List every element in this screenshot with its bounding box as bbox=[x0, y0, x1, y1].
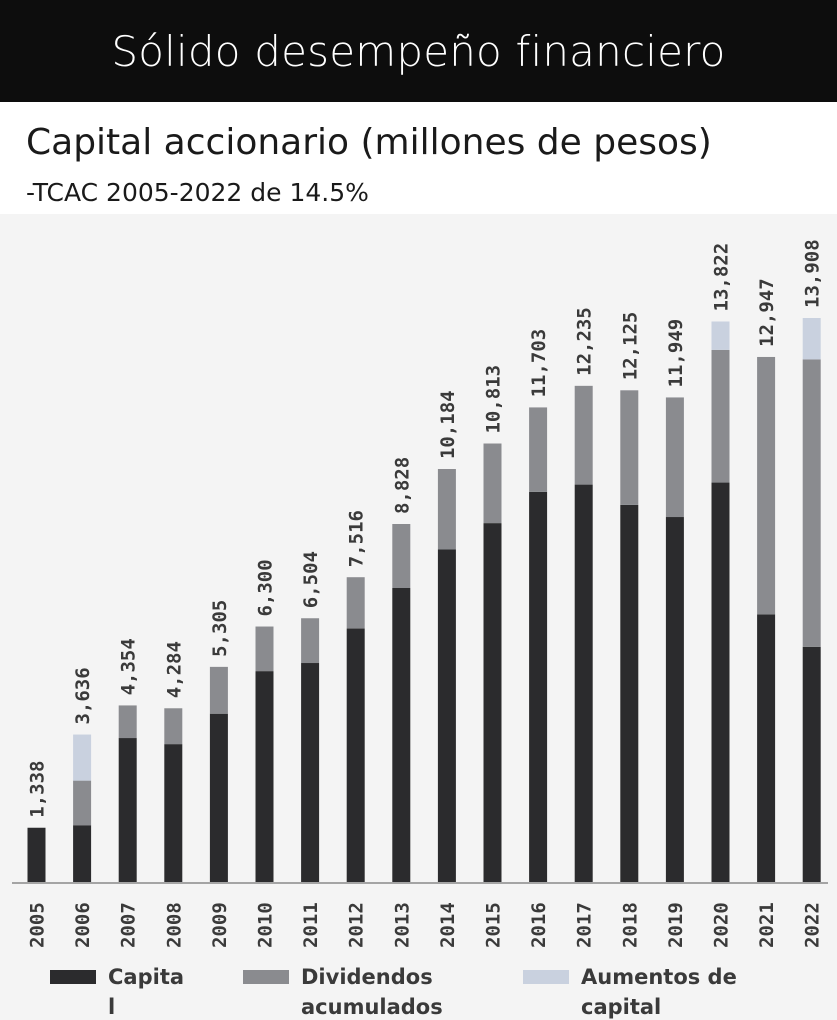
legend-label-0-line0: Capita bbox=[108, 965, 184, 989]
bar-segment-2006-s1 bbox=[73, 780, 92, 826]
total-label-2022: 13,908 bbox=[802, 239, 824, 308]
total-label-2008: 4,284 bbox=[163, 641, 185, 698]
x-tick-label-2005: 2005 bbox=[27, 902, 49, 948]
bar-segment-2022-s0 bbox=[802, 646, 821, 882]
total-label-2016: 11,703 bbox=[528, 329, 550, 398]
x-tick-label-2015: 2015 bbox=[483, 902, 505, 948]
x-tick-label-2010: 2010 bbox=[255, 902, 277, 948]
bar-segment-2006-s2 bbox=[73, 734, 92, 781]
total-label-2020: 13,822 bbox=[711, 243, 733, 312]
bar-segment-2007-s0 bbox=[118, 738, 137, 882]
bar-segment-2014-s0 bbox=[437, 549, 456, 882]
bar-segment-2013-s1 bbox=[392, 524, 411, 588]
bar-segment-2011-s1 bbox=[301, 618, 320, 664]
total-label-2010: 6,300 bbox=[255, 559, 277, 616]
total-label-2013: 8,828 bbox=[391, 457, 413, 514]
x-tick-label-2006: 2006 bbox=[72, 902, 94, 948]
x-tick-label-2013: 2013 bbox=[391, 902, 413, 948]
bar-segment-2012-s0 bbox=[346, 628, 365, 882]
x-tick-label-2008: 2008 bbox=[163, 902, 185, 948]
bar-segment-2020-s0 bbox=[711, 482, 730, 882]
legend-label-0-line1: l bbox=[108, 995, 115, 1019]
legend-label-1-line1: acumulados bbox=[301, 995, 443, 1019]
bar-segment-2009-s0 bbox=[209, 713, 228, 882]
x-tick-label-2011: 2011 bbox=[300, 902, 322, 948]
total-label-2015: 10,813 bbox=[483, 365, 505, 434]
bar-segment-2012-s1 bbox=[346, 577, 365, 629]
bar-segment-2011-s0 bbox=[301, 663, 320, 882]
bar-segment-2009-s1 bbox=[209, 666, 228, 714]
bar-segment-2020-s1 bbox=[711, 349, 730, 483]
total-label-2021: 12,947 bbox=[756, 278, 778, 347]
x-tick-label-2016: 2016 bbox=[528, 902, 550, 948]
x-tick-label-2017: 2017 bbox=[574, 902, 596, 948]
legend-swatch-2 bbox=[523, 970, 569, 984]
x-tick-label-2012: 2012 bbox=[346, 902, 368, 948]
plot-background bbox=[0, 214, 837, 1020]
x-tick-label-2021: 2021 bbox=[756, 902, 778, 948]
bar-segment-2022-s2 bbox=[802, 318, 821, 360]
x-tick-label-2018: 2018 bbox=[619, 902, 641, 948]
chart-title: Capital accionario (millones de pesos) bbox=[26, 122, 712, 163]
bar-segment-2010-s0 bbox=[255, 671, 274, 882]
bar-segment-2010-s1 bbox=[255, 626, 274, 672]
bar-segment-2005-s0 bbox=[27, 827, 46, 882]
total-label-2018: 12,125 bbox=[619, 312, 641, 381]
legend-label-1-line0: Dividendos bbox=[301, 965, 433, 989]
x-tick-label-2014: 2014 bbox=[437, 902, 459, 948]
bar-segment-2022-s1 bbox=[802, 359, 821, 647]
bar-segment-2021-s0 bbox=[757, 614, 776, 882]
total-label-2017: 12,235 bbox=[574, 307, 596, 376]
bar-segment-2017-s0 bbox=[574, 484, 593, 882]
legend-swatch-1 bbox=[243, 970, 289, 984]
x-tick-label-2007: 2007 bbox=[118, 902, 140, 948]
bar-segment-2016-s1 bbox=[529, 407, 548, 492]
bar-segment-2020-s2 bbox=[711, 321, 730, 350]
bar-segment-2016-s0 bbox=[529, 491, 548, 882]
x-tick-label-2019: 2019 bbox=[665, 902, 687, 948]
total-label-2009: 5,305 bbox=[209, 600, 231, 657]
chart-subtitle: -TCAC 2005-2022 de 14.5% bbox=[26, 178, 369, 207]
bar-segment-2014-s1 bbox=[437, 469, 456, 550]
bar-segment-2015-s0 bbox=[483, 523, 502, 882]
bar-segment-2008-s1 bbox=[164, 708, 183, 745]
page-header: Sólido desempeño financiero bbox=[0, 0, 837, 102]
x-tick-label-2020: 2020 bbox=[711, 902, 733, 948]
total-label-2005: 1,338 bbox=[27, 761, 49, 818]
x-tick-label-2009: 2009 bbox=[209, 902, 231, 948]
total-label-2019: 11,949 bbox=[665, 319, 687, 388]
bar-segment-2017-s1 bbox=[574, 385, 593, 485]
total-label-2012: 7,516 bbox=[346, 510, 368, 567]
legend-label-2-line1: capital bbox=[581, 995, 661, 1019]
legend-label-2-line0: Aumentos de bbox=[581, 965, 737, 989]
total-label-2007: 4,354 bbox=[118, 638, 140, 695]
total-label-2011: 6,504 bbox=[300, 551, 322, 608]
total-label-2014: 10,184 bbox=[437, 390, 459, 459]
bar-segment-2015-s1 bbox=[483, 443, 502, 524]
bar-segment-2013-s0 bbox=[392, 587, 411, 882]
legend-swatch-0 bbox=[50, 970, 96, 984]
bar-segment-2008-s0 bbox=[164, 744, 183, 882]
bar-segment-2021-s1 bbox=[757, 356, 776, 615]
bar-segment-2018-s1 bbox=[620, 390, 639, 505]
bar-segment-2019-s1 bbox=[665, 397, 684, 518]
bar-segment-2019-s0 bbox=[665, 517, 684, 882]
page-title: Sólido desempeño financiero bbox=[111, 26, 726, 76]
bar-segment-2018-s0 bbox=[620, 504, 639, 882]
bar-segment-2007-s1 bbox=[118, 705, 137, 739]
x-tick-label-2022: 2022 bbox=[802, 902, 824, 948]
bar-segment-2006-s0 bbox=[73, 825, 92, 882]
total-label-2006: 3,636 bbox=[72, 667, 94, 724]
